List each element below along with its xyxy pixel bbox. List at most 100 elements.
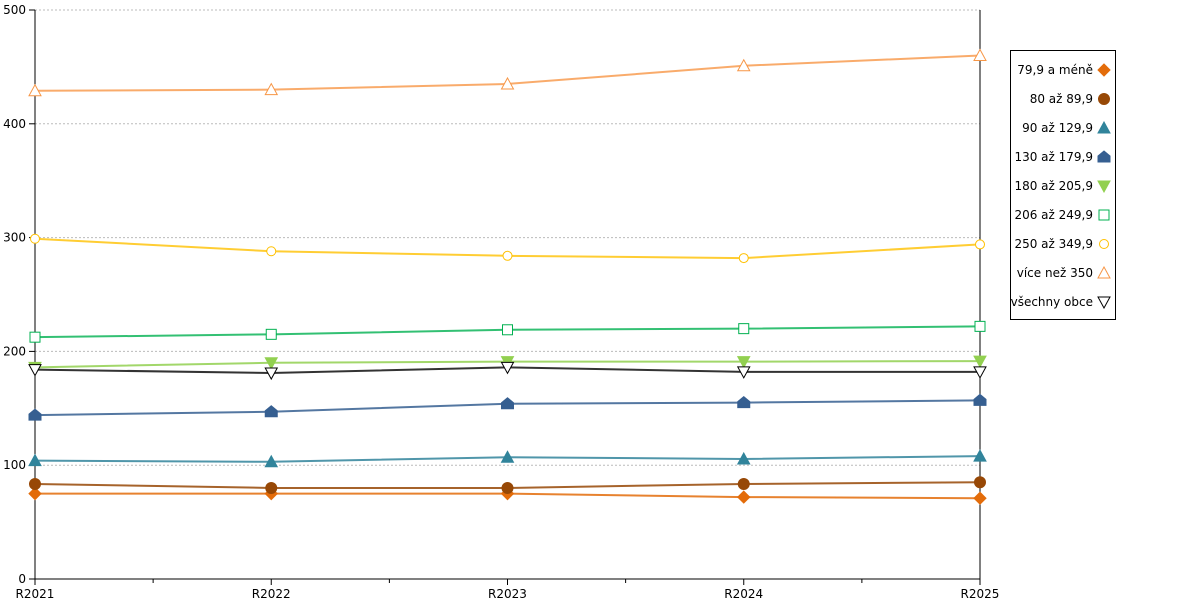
data-point (264, 357, 279, 370)
legend-marker-icon (1097, 296, 1111, 309)
x-tick-label: R2024 (724, 587, 763, 600)
series-8 (28, 361, 987, 381)
data-point (736, 58, 751, 72)
legend-marker (1097, 63, 1111, 77)
data-point (737, 490, 751, 504)
legend-label: všechny obce (1010, 295, 1093, 309)
data-point (736, 451, 751, 465)
data-point (973, 48, 987, 62)
data-point (737, 477, 750, 490)
legend-item: 130 až 179,9 (1014, 147, 1111, 167)
legend-marker (1097, 150, 1111, 163)
data-point (974, 320, 986, 332)
series-5 (29, 320, 986, 343)
legend-marker-icon (1098, 93, 1110, 105)
legend-marker-icon (1097, 63, 1111, 77)
data-point (500, 361, 515, 375)
data-point (973, 355, 987, 369)
y-tick-label: 500 (3, 3, 26, 17)
legend-marker-icon (1097, 180, 1111, 193)
legend-item: 180 až 205,9 (1014, 176, 1111, 196)
y-tick-label: 300 (3, 231, 26, 245)
data-point (736, 356, 751, 369)
data-point (500, 450, 515, 463)
data-point (30, 233, 40, 244)
data-point (264, 367, 279, 381)
data-point (738, 323, 750, 335)
legend-label: 90 až 129,9 (1022, 121, 1093, 135)
data-point (736, 366, 751, 379)
data-point (738, 253, 749, 264)
series-3 (28, 393, 987, 421)
x-tick-label: R2025 (961, 587, 1000, 600)
legend-item: všechny obce (1011, 292, 1111, 312)
legend-label: 206 až 249,9 (1014, 208, 1093, 222)
x-tick-label: R2023 (488, 587, 527, 600)
legend-item: 80 až 89,9 (1030, 89, 1111, 109)
data-point (265, 481, 278, 494)
y-tick-label: 0 (18, 572, 26, 586)
data-point (28, 453, 42, 467)
data-point (973, 366, 987, 379)
x-tick-label: R2021 (16, 587, 55, 600)
data-point (28, 486, 42, 501)
data-point (28, 364, 42, 377)
data-point (973, 449, 987, 462)
legend-marker (1098, 209, 1110, 221)
legend-marker (1097, 180, 1111, 193)
series-7 (28, 48, 987, 97)
data-point (502, 250, 513, 261)
data-point (28, 83, 42, 97)
legend-item: 206 až 249,9 (1014, 205, 1111, 225)
data-point (29, 477, 41, 490)
data-point (29, 331, 41, 343)
series-6 (30, 233, 985, 264)
series-group (28, 48, 987, 505)
legend-marker (1099, 239, 1109, 249)
legend-marker-icon (1097, 266, 1111, 279)
legend-item: 250 až 349,9 (1014, 234, 1111, 254)
data-point (973, 393, 987, 406)
data-point (500, 76, 515, 90)
data-point (264, 405, 278, 418)
data-point (501, 397, 514, 410)
series-2 (28, 449, 987, 468)
legend-label: 250 až 349,9 (1014, 237, 1093, 251)
y-tick-label: 200 (3, 344, 26, 358)
legend-marker (1098, 93, 1110, 105)
legend-marker-icon (1097, 121, 1111, 134)
legend-label: 130 až 179,9 (1014, 150, 1093, 164)
data-point (264, 82, 279, 96)
y-tick-label: 400 (3, 117, 26, 131)
data-point (973, 491, 987, 505)
legend-marker-icon (1099, 239, 1109, 249)
legend-marker (1097, 266, 1111, 279)
data-point (28, 408, 42, 421)
data-point (975, 239, 985, 250)
gridlines (35, 9, 980, 466)
legend-item: 79,9 a méně (1017, 60, 1111, 80)
legend-marker-icon (1097, 150, 1111, 163)
legend-label: 180 až 205,9 (1014, 179, 1093, 193)
legend-label: 79,9 a méně (1017, 63, 1093, 77)
axes: 0 100 200 300 400 500 R2021 R2022 R2023 R2024 R202… (3, 3, 999, 600)
legend: 79,9 a méně 80 až 89,9 90 až 129,9 130 až 1… (1010, 50, 1116, 320)
legend-item: 90 až 129,9 (1022, 118, 1111, 138)
data-point (737, 395, 751, 409)
legend-item: více než 350 (1017, 263, 1111, 283)
data-point (264, 454, 279, 468)
data-point (501, 481, 514, 494)
legend-marker (1097, 121, 1111, 134)
x-tick-label: R2022 (252, 587, 291, 600)
data-point (974, 476, 986, 489)
legend-marker (1097, 296, 1111, 309)
legend-label: 80 až 89,9 (1029, 92, 1093, 106)
series-1 (29, 476, 986, 494)
data-point (265, 328, 277, 340)
data-point (266, 246, 277, 257)
legend-label: více než 350 (1016, 266, 1093, 280)
legend-marker-icon (1098, 209, 1110, 221)
data-point (502, 324, 513, 336)
y-tick-label: 100 (3, 458, 26, 472)
